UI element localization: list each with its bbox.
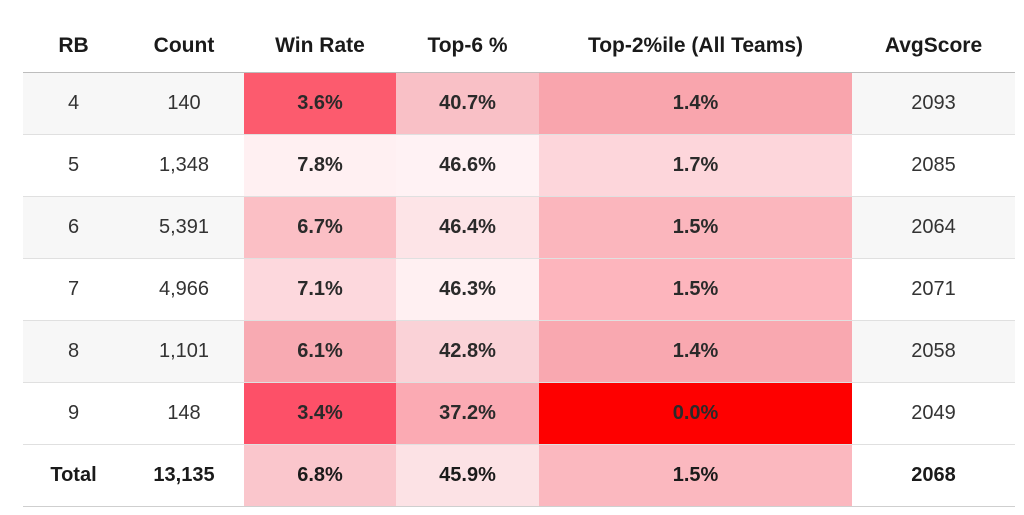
cell-avg-score: 2058 [852,320,1015,383]
header-top2: Top-2%ile (All Teams) [539,20,852,73]
cell-rb: 4 [23,72,124,135]
cell-top2: 1.7% [539,134,852,197]
cell-top6: 45.9% [396,444,539,507]
cell-win-rate: 7.1% [244,258,396,321]
cell-count: 13,135 [124,444,244,507]
cell-rb: 8 [23,320,124,383]
cell-avg-score: 2068 [852,444,1015,507]
cell-count: 1,101 [124,320,244,383]
cell-count: 4,966 [124,258,244,321]
table-row: 4 140 3.6% 40.7% 1.4% 2093 [23,72,1015,135]
cell-win-rate: 6.7% [244,196,396,259]
cell-win-rate: 7.8% [244,134,396,197]
header-win-rate: Win Rate [244,20,396,73]
cell-top2: 1.4% [539,72,852,135]
table-header: RB Count Win Rate Top-6 % Top-2%ile (All… [23,20,1015,73]
table-body: 4 140 3.6% 40.7% 1.4% 2093 5 1,348 7.8% 46.6% 1.7%… [23,72,1015,507]
cell-avg-score: 2093 [852,72,1015,135]
cell-top2: 0.0% [539,382,852,445]
cell-rb: 6 [23,196,124,259]
cell-avg-score: 2085 [852,134,1015,197]
table-row: 8 1,101 6.1% 42.8% 1.4% 2058 [23,320,1015,383]
cell-rb: 5 [23,134,124,197]
header-top6: Top-6 % [396,20,539,73]
total-row: Total 13,135 6.8% 45.9% 1.5% 2068 [23,444,1015,507]
cell-top2: 1.5% [539,258,852,321]
cell-win-rate: 3.6% [244,72,396,135]
cell-top6: 42.8% [396,320,539,383]
cell-top6: 40.7% [396,72,539,135]
header-rb: RB [23,20,124,73]
cell-top6: 46.6% [396,134,539,197]
rb-stats-table: RB Count Win Rate Top-6 % Top-2%ile (All… [23,20,1015,507]
table-row: 9 148 3.4% 37.2% 0.0% 2049 [23,382,1015,445]
cell-win-rate: 6.1% [244,320,396,383]
cell-rb: Total [23,444,124,507]
cell-rb: 9 [23,382,124,445]
header-avg-score: AvgScore [852,20,1015,73]
cell-rb: 7 [23,258,124,321]
cell-top6: 46.3% [396,258,539,321]
cell-top2: 1.5% [539,444,852,507]
cell-count: 148 [124,382,244,445]
cell-count: 1,348 [124,134,244,197]
cell-top2: 1.5% [539,196,852,259]
header-row: RB Count Win Rate Top-6 % Top-2%ile (All… [23,20,1015,73]
header-count: Count [124,20,244,73]
cell-top6: 46.4% [396,196,539,259]
cell-win-rate: 6.8% [244,444,396,507]
cell-count: 140 [124,72,244,135]
cell-top2: 1.4% [539,320,852,383]
cell-avg-score: 2049 [852,382,1015,445]
table-row: 6 5,391 6.7% 46.4% 1.5% 2064 [23,196,1015,259]
cell-count: 5,391 [124,196,244,259]
cell-top6: 37.2% [396,382,539,445]
stats-table-container: RB Count Win Rate Top-6 % Top-2%ile (All… [23,20,1015,507]
table-row: 7 4,966 7.1% 46.3% 1.5% 2071 [23,258,1015,321]
cell-avg-score: 2071 [852,258,1015,321]
cell-win-rate: 3.4% [244,382,396,445]
cell-avg-score: 2064 [852,196,1015,259]
table-row: 5 1,348 7.8% 46.6% 1.7% 2085 [23,134,1015,197]
